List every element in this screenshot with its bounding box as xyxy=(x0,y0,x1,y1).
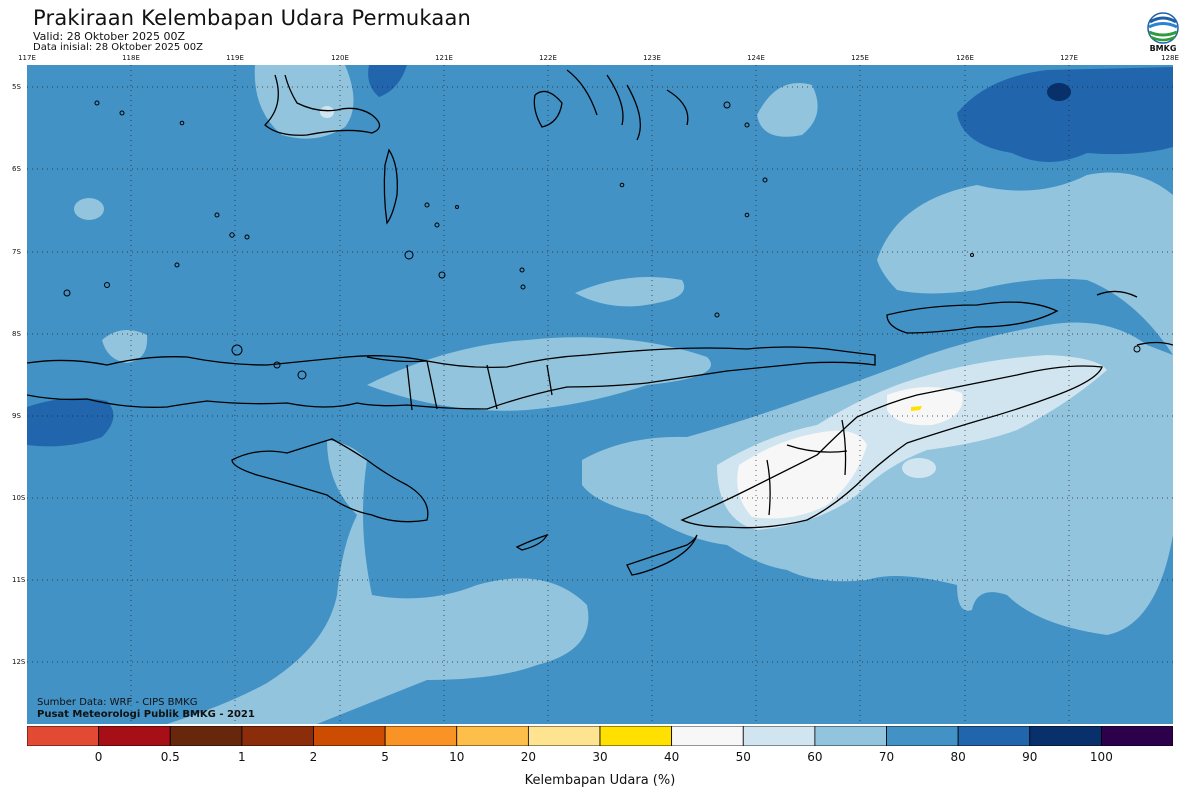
legend-tick-label: 5 xyxy=(381,750,389,764)
coastlines xyxy=(27,69,1173,576)
coast-islands-north xyxy=(566,69,689,141)
bmkg-logo-icon xyxy=(1147,12,1179,44)
lat-label: 6S xyxy=(12,165,21,173)
coast-sumbawa-lombok xyxy=(366,356,553,411)
legend-color-box xyxy=(27,726,100,746)
legend-tick-label: 80 xyxy=(950,750,966,764)
legend-tick-label: 50 xyxy=(735,750,751,764)
legend-tick-label: 0 xyxy=(94,750,103,764)
humid-zone-70 xyxy=(757,83,818,137)
legend-title: Kelembapan Udara (%) xyxy=(524,773,676,788)
lon-label: 125E xyxy=(851,54,869,62)
lat-label: 12S xyxy=(12,658,26,666)
legend-tick-label: 100 xyxy=(1089,750,1113,764)
lon-label: 126E xyxy=(956,54,974,62)
page-title: Prakiraan Kelembapan Udara Permukaan xyxy=(33,6,472,30)
data-source-credit: Sumber Data: WRF - CIPS BMKG xyxy=(37,697,198,708)
legend-tick-label: 30 xyxy=(592,750,608,764)
humidity-map xyxy=(27,65,1173,724)
legend-color-box xyxy=(241,726,314,746)
coast-sawu xyxy=(515,533,549,551)
legend-tick-label: 70 xyxy=(878,750,895,764)
humid-zone-100 xyxy=(1047,83,1071,101)
legend-color-box xyxy=(384,726,458,746)
humid-zone-70 xyxy=(74,198,104,220)
lon-label: 121E xyxy=(435,54,453,62)
humid-zone-60 xyxy=(320,106,334,118)
lon-label: 117E xyxy=(18,54,36,62)
lat-label: 5S xyxy=(12,83,21,91)
humid-zone-70 xyxy=(167,440,589,724)
lon-label: 128E xyxy=(1161,54,1179,62)
humid-zone-70 xyxy=(102,330,148,363)
valid-time: Valid: 28 Oktober 2025 00Z xyxy=(33,30,186,43)
legend-color-box xyxy=(169,726,243,746)
humid-zone-50 xyxy=(887,386,963,426)
coast-sumba xyxy=(231,438,429,523)
legend-tick-label: 0.5 xyxy=(160,750,180,764)
legend-color-box xyxy=(1029,726,1102,746)
humid-zone-70 xyxy=(254,65,354,139)
coast-buton xyxy=(533,90,563,128)
legend-color-box xyxy=(313,726,386,746)
humid-zone-30 xyxy=(911,406,922,411)
lat-label: 8S xyxy=(12,330,21,338)
lat-label: 7S xyxy=(12,248,21,256)
coast-sulawesi xyxy=(264,74,381,136)
humid-zone-90 xyxy=(957,67,1173,162)
small-islands xyxy=(63,100,1141,380)
humid-zone-60 xyxy=(902,458,936,478)
lon-label: 119E xyxy=(226,54,244,62)
lon-label: 118E xyxy=(122,54,140,62)
legend-color-box xyxy=(98,726,171,746)
lon-label: 127E xyxy=(1060,54,1078,62)
legend-tick-label: 1 xyxy=(238,750,246,764)
coast-alor xyxy=(886,301,1059,334)
lat-label: 10S xyxy=(12,494,26,502)
lat-label: 9S xyxy=(12,412,21,420)
humidity-legend-bar xyxy=(27,726,1173,746)
legend-color-box xyxy=(1100,726,1173,746)
legend-color-box xyxy=(957,726,1031,746)
legend-tick-label: 40 xyxy=(663,750,680,764)
humid-zone-70 xyxy=(367,337,711,411)
coast-wetar xyxy=(1096,290,1173,346)
coast-selayar xyxy=(383,148,398,225)
lon-label: 120E xyxy=(331,54,349,62)
initial-data-time: Data inisial: 28 Oktober 2025 00Z xyxy=(33,42,203,53)
legend-color-box xyxy=(671,726,744,746)
legend-tick-label: 20 xyxy=(520,750,537,764)
humid-zone-90 xyxy=(368,65,407,97)
humid-zone-90 xyxy=(27,398,114,447)
legend-color-box xyxy=(599,726,673,746)
legend-color-box xyxy=(814,726,887,746)
lon-label: 122E xyxy=(539,54,557,62)
graticule-grid xyxy=(27,65,1173,724)
legend-tick-label: 60 xyxy=(807,750,823,764)
legend-tick-label: 10 xyxy=(449,750,465,764)
coast-rote xyxy=(626,534,698,576)
coast-timor xyxy=(680,365,1103,529)
coast-timor-borders xyxy=(766,419,848,516)
legend-color-box xyxy=(886,726,959,746)
humid-zone-70 xyxy=(877,172,1173,355)
lat-label: 11S xyxy=(12,576,26,584)
legend-tick-label: 2 xyxy=(309,750,318,764)
legend-color-box xyxy=(456,726,529,746)
humid-zone-70 xyxy=(575,276,685,307)
legend-color-box xyxy=(527,726,601,746)
coast-flores-bali xyxy=(27,346,876,410)
publisher-credit: Pusat Meteorologi Publik BMKG - 2021 xyxy=(37,709,255,720)
lon-label: 123E xyxy=(643,54,661,62)
lon-label: 124E xyxy=(747,54,765,62)
logo-text: BMKG xyxy=(1149,44,1177,53)
legend-tick-label: 90 xyxy=(1022,750,1038,764)
legend-color-box xyxy=(742,726,816,746)
